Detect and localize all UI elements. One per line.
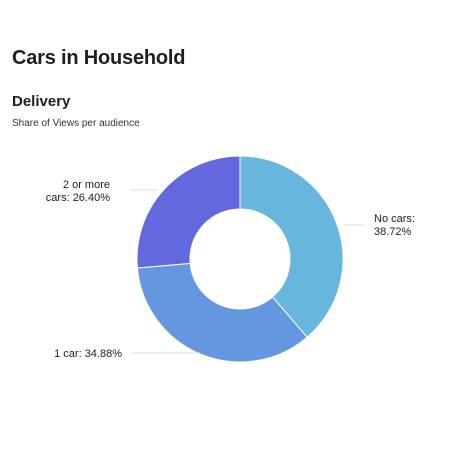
data-label-1-car: 1 car: 34.88%	[54, 348, 122, 360]
data-label-no-cars: No cars: 38.72%	[374, 213, 415, 238]
page-title: Cars in Household	[12, 47, 186, 69]
slice-2-or-more-cars[interactable]	[136, 155, 241, 269]
data-label-2-or-more-cars: 2 or more cars: 26.40%	[46, 179, 110, 204]
data-label-line: 1 car: 34.88%	[54, 348, 122, 360]
data-label-line: 2 or more	[63, 179, 110, 191]
slice-no-cars[interactable]	[239, 155, 344, 338]
section-title: Delivery	[12, 93, 71, 110]
section-subtitle: Share of Views per audience	[12, 118, 140, 129]
data-label-line: cars: 26.40%	[46, 192, 110, 204]
data-label-line: No cars:	[374, 213, 415, 225]
data-label-line: 38.72%	[374, 226, 412, 238]
slice-1-car[interactable]	[136, 262, 308, 363]
